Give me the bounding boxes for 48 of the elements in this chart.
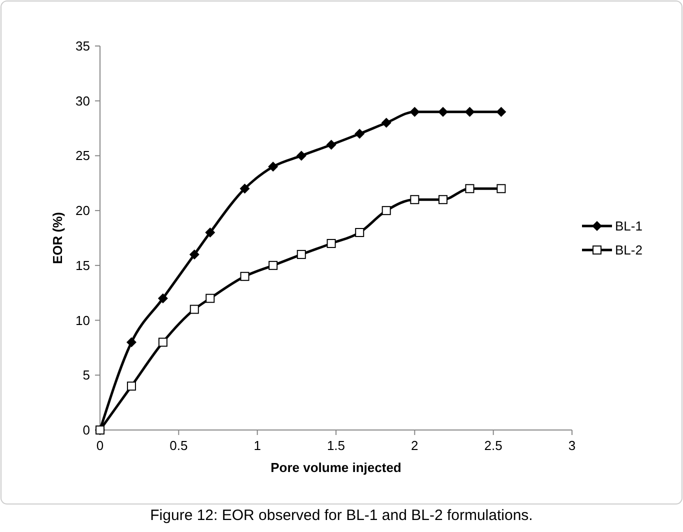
point [438, 106, 448, 117]
point [438, 195, 448, 204]
x-tick-label: 0.5 [170, 438, 188, 453]
point [410, 106, 420, 117]
point [326, 140, 336, 150]
point [465, 184, 474, 194]
legend-label: BL-2 [615, 242, 642, 258]
x-axis-title: Pore volume injected [270, 460, 402, 475]
point [240, 272, 250, 281]
x-tick-label: 0 [96, 438, 104, 453]
x-tick-label: 2 [411, 438, 418, 453]
point [240, 184, 250, 194]
x-tick-label: 1.5 [326, 438, 346, 453]
y-tick-label: 35 [76, 38, 90, 54]
legend-label: BL-1 [615, 218, 642, 234]
point [126, 337, 136, 348]
point [496, 106, 506, 117]
caption: Figure 12: EOR observed for BL-1 and BL-2 formulations. [150, 507, 533, 524]
y-tick-label: 30 [76, 93, 90, 108]
point [354, 128, 365, 139]
point [410, 195, 420, 204]
point [382, 206, 391, 216]
y-tick-label: 0 [82, 422, 90, 438]
point [126, 382, 136, 391]
y-tick-label: 5 [82, 368, 90, 383]
point [464, 106, 475, 117]
point [381, 118, 392, 128]
point [355, 228, 364, 238]
x-tick-label: 2.5 [484, 438, 502, 453]
point [296, 250, 306, 259]
y-tick-label: 25 [76, 148, 90, 164]
point [205, 228, 216, 238]
y-axis-title: EOR (%) [50, 212, 65, 264]
point [296, 150, 306, 161]
point [189, 249, 200, 260]
point [268, 260, 278, 270]
point [268, 162, 278, 172]
point [326, 238, 336, 248]
y-tick-label: 20 [76, 203, 90, 218]
point [190, 304, 199, 314]
point [158, 338, 168, 347]
x-tick-label: 1 [254, 438, 261, 453]
x-tick-label: 3 [568, 438, 576, 453]
point [158, 293, 168, 304]
point [206, 294, 215, 303]
y-tick-label: 15 [76, 258, 90, 273]
y-tick-label: 10 [76, 312, 90, 328]
point [496, 184, 506, 194]
